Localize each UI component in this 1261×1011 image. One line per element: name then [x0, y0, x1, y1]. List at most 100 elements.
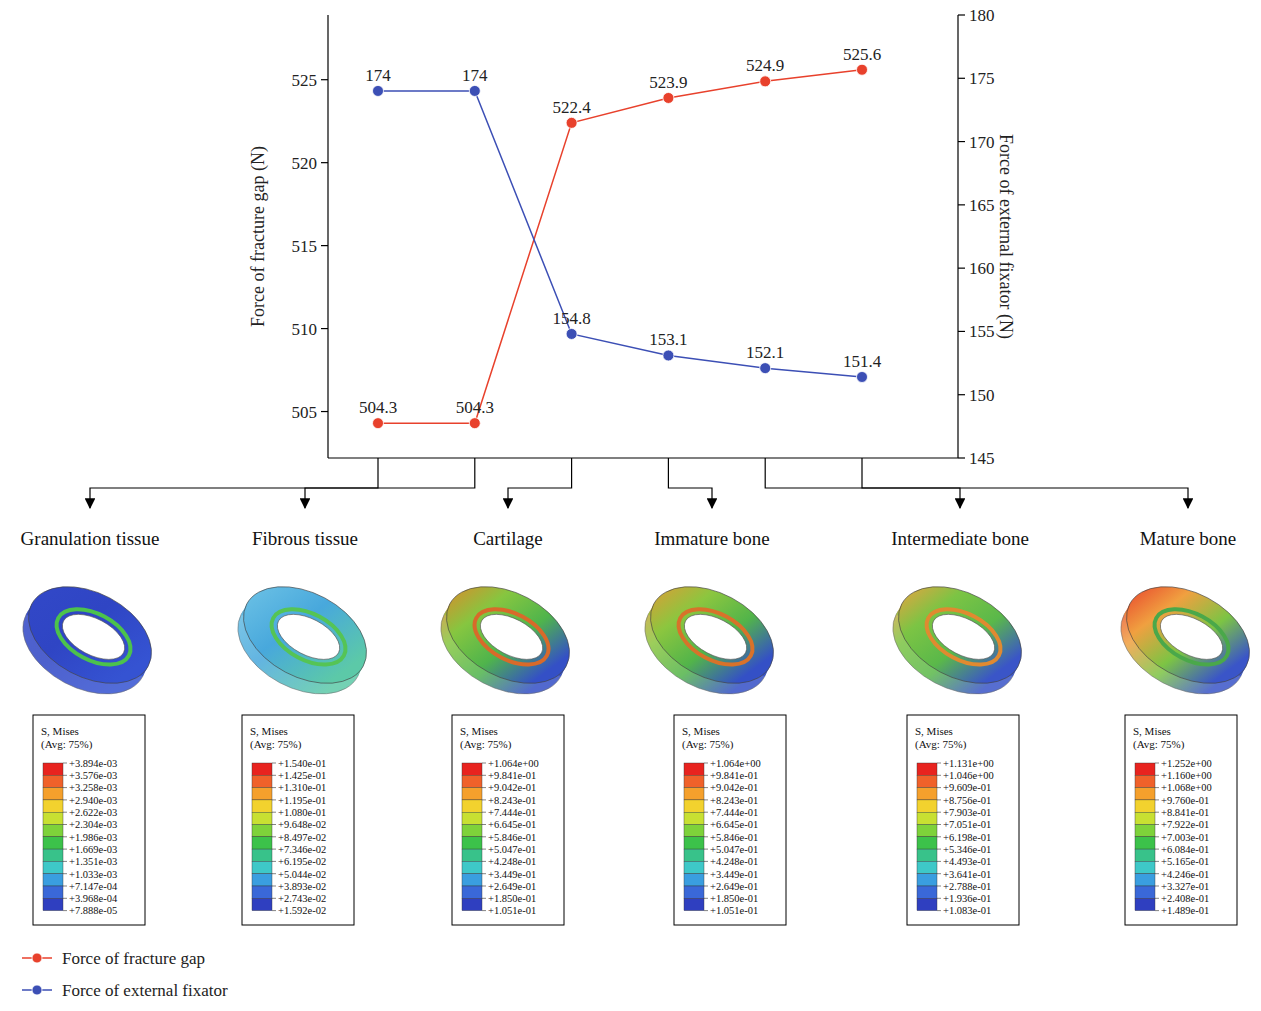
y2-tick-label: 150 — [969, 386, 995, 405]
panel-title: Immature bone — [654, 528, 770, 549]
contour-band — [462, 788, 482, 800]
legend-entry: Force of fracture gap — [22, 949, 205, 968]
contour-tick — [63, 849, 67, 850]
contour-band — [1135, 800, 1155, 812]
contour-band — [43, 898, 63, 910]
fe-top — [12, 567, 168, 703]
contour-band — [252, 788, 272, 800]
contour-label: +1.986e-03 — [69, 832, 117, 843]
contour-band — [462, 861, 482, 873]
data-label: 174 — [462, 66, 488, 85]
y-tick-label: 520 — [292, 154, 318, 173]
contour-band — [252, 763, 272, 775]
contour-label: +6.195e-02 — [278, 856, 326, 867]
contour-tick — [272, 824, 276, 825]
fe-model — [1104, 567, 1261, 714]
contour-tick — [63, 787, 67, 788]
contour-band — [1135, 874, 1155, 886]
contour-label: +4.246e-01 — [1161, 869, 1209, 880]
contour-label: +1.850e-01 — [710, 893, 758, 904]
y-tick — [321, 411, 328, 412]
contour-band — [917, 825, 937, 837]
contour-legend-subtitle: (Avg: 75%) — [915, 738, 967, 751]
contour-tick — [63, 861, 67, 862]
contour-label: +1.064e+00 — [710, 758, 761, 769]
contour-tick — [1155, 898, 1159, 899]
contour-tick — [704, 886, 708, 887]
contour-tick — [937, 799, 941, 800]
contour-band — [43, 763, 63, 775]
connector-arrow — [862, 458, 1188, 508]
contour-band — [43, 874, 63, 886]
contour-tick — [63, 812, 67, 813]
fe-model — [6, 567, 168, 714]
contour-band — [917, 788, 937, 800]
y2-tick-label: 155 — [969, 322, 995, 341]
contour-tick — [63, 836, 67, 837]
contour-legend-title: S, Mises — [915, 725, 953, 737]
contour-legend-title: S, Mises — [682, 725, 720, 737]
contour-band — [462, 837, 482, 849]
contour-band — [917, 812, 937, 824]
y-tick-label: 505 — [292, 403, 318, 422]
contour-label: +3.258e-03 — [69, 782, 117, 793]
y-axis-line — [327, 15, 328, 458]
contour-label: +1.083e-01 — [943, 905, 991, 916]
fe-top — [1110, 567, 1261, 703]
contour-label: +5.846e-01 — [488, 832, 536, 843]
contour-tick — [272, 836, 276, 837]
contour-label: +2.649e-01 — [488, 881, 536, 892]
contour-band — [1135, 825, 1155, 837]
contour-label: +9.841e-01 — [710, 770, 758, 781]
contour-label: +1.051e-01 — [710, 905, 758, 916]
contour-legend-box — [452, 715, 564, 925]
contour-band — [252, 800, 272, 812]
contour-band — [1135, 837, 1155, 849]
contour-legend-title: S, Mises — [1133, 725, 1171, 737]
contour-band — [917, 886, 937, 898]
contour-tick — [272, 898, 276, 899]
contour-label: +1.669e-03 — [69, 844, 117, 855]
contour-label: +5.846e-01 — [710, 832, 758, 843]
contour-tick — [937, 836, 941, 837]
fe-inner-band — [262, 598, 354, 676]
contour-label: +1.160e+00 — [1161, 770, 1212, 781]
contour-band — [684, 874, 704, 886]
contour-band — [1135, 849, 1155, 861]
contour-label: +2.788e-01 — [943, 881, 991, 892]
y-tick-label: 525 — [292, 71, 318, 90]
contour-label: +5.346e-01 — [943, 844, 991, 855]
contour-band — [684, 763, 704, 775]
contour-band — [684, 837, 704, 849]
contour-label: +7.147e-04 — [69, 881, 118, 892]
fe-inner-band — [669, 598, 761, 676]
contour-tick — [704, 763, 708, 764]
contour-tick — [63, 910, 67, 911]
y2-tick — [958, 331, 965, 332]
contour-label: +9.609e-01 — [943, 782, 991, 793]
fe-model — [876, 567, 1038, 714]
contour-tick — [1155, 849, 1159, 850]
contour-label: +2.649e-01 — [710, 881, 758, 892]
contour-tick — [704, 775, 708, 776]
contour-band — [462, 775, 482, 787]
contour-label: +8.497e-02 — [278, 832, 326, 843]
fe-top — [430, 567, 586, 703]
y-tick — [321, 79, 328, 80]
contour-label: +9.760e-01 — [1161, 795, 1209, 806]
contour-tick — [937, 886, 941, 887]
contour-tick — [704, 861, 708, 862]
contour-tick — [63, 824, 67, 825]
y-tick-label: 510 — [292, 320, 318, 339]
series-marker — [469, 418, 480, 429]
contour-band — [252, 861, 272, 873]
contour-tick — [482, 873, 486, 874]
contour-band — [684, 775, 704, 787]
contour-label: +4.493e-01 — [943, 856, 991, 867]
panel-title: Intermediate bone — [891, 528, 1029, 549]
x-axis-line — [328, 457, 958, 458]
contour-legend-box — [907, 715, 1019, 925]
y2-tick-label: 145 — [969, 449, 995, 468]
y2-tick — [958, 141, 965, 142]
contour-tick — [1155, 763, 1159, 764]
